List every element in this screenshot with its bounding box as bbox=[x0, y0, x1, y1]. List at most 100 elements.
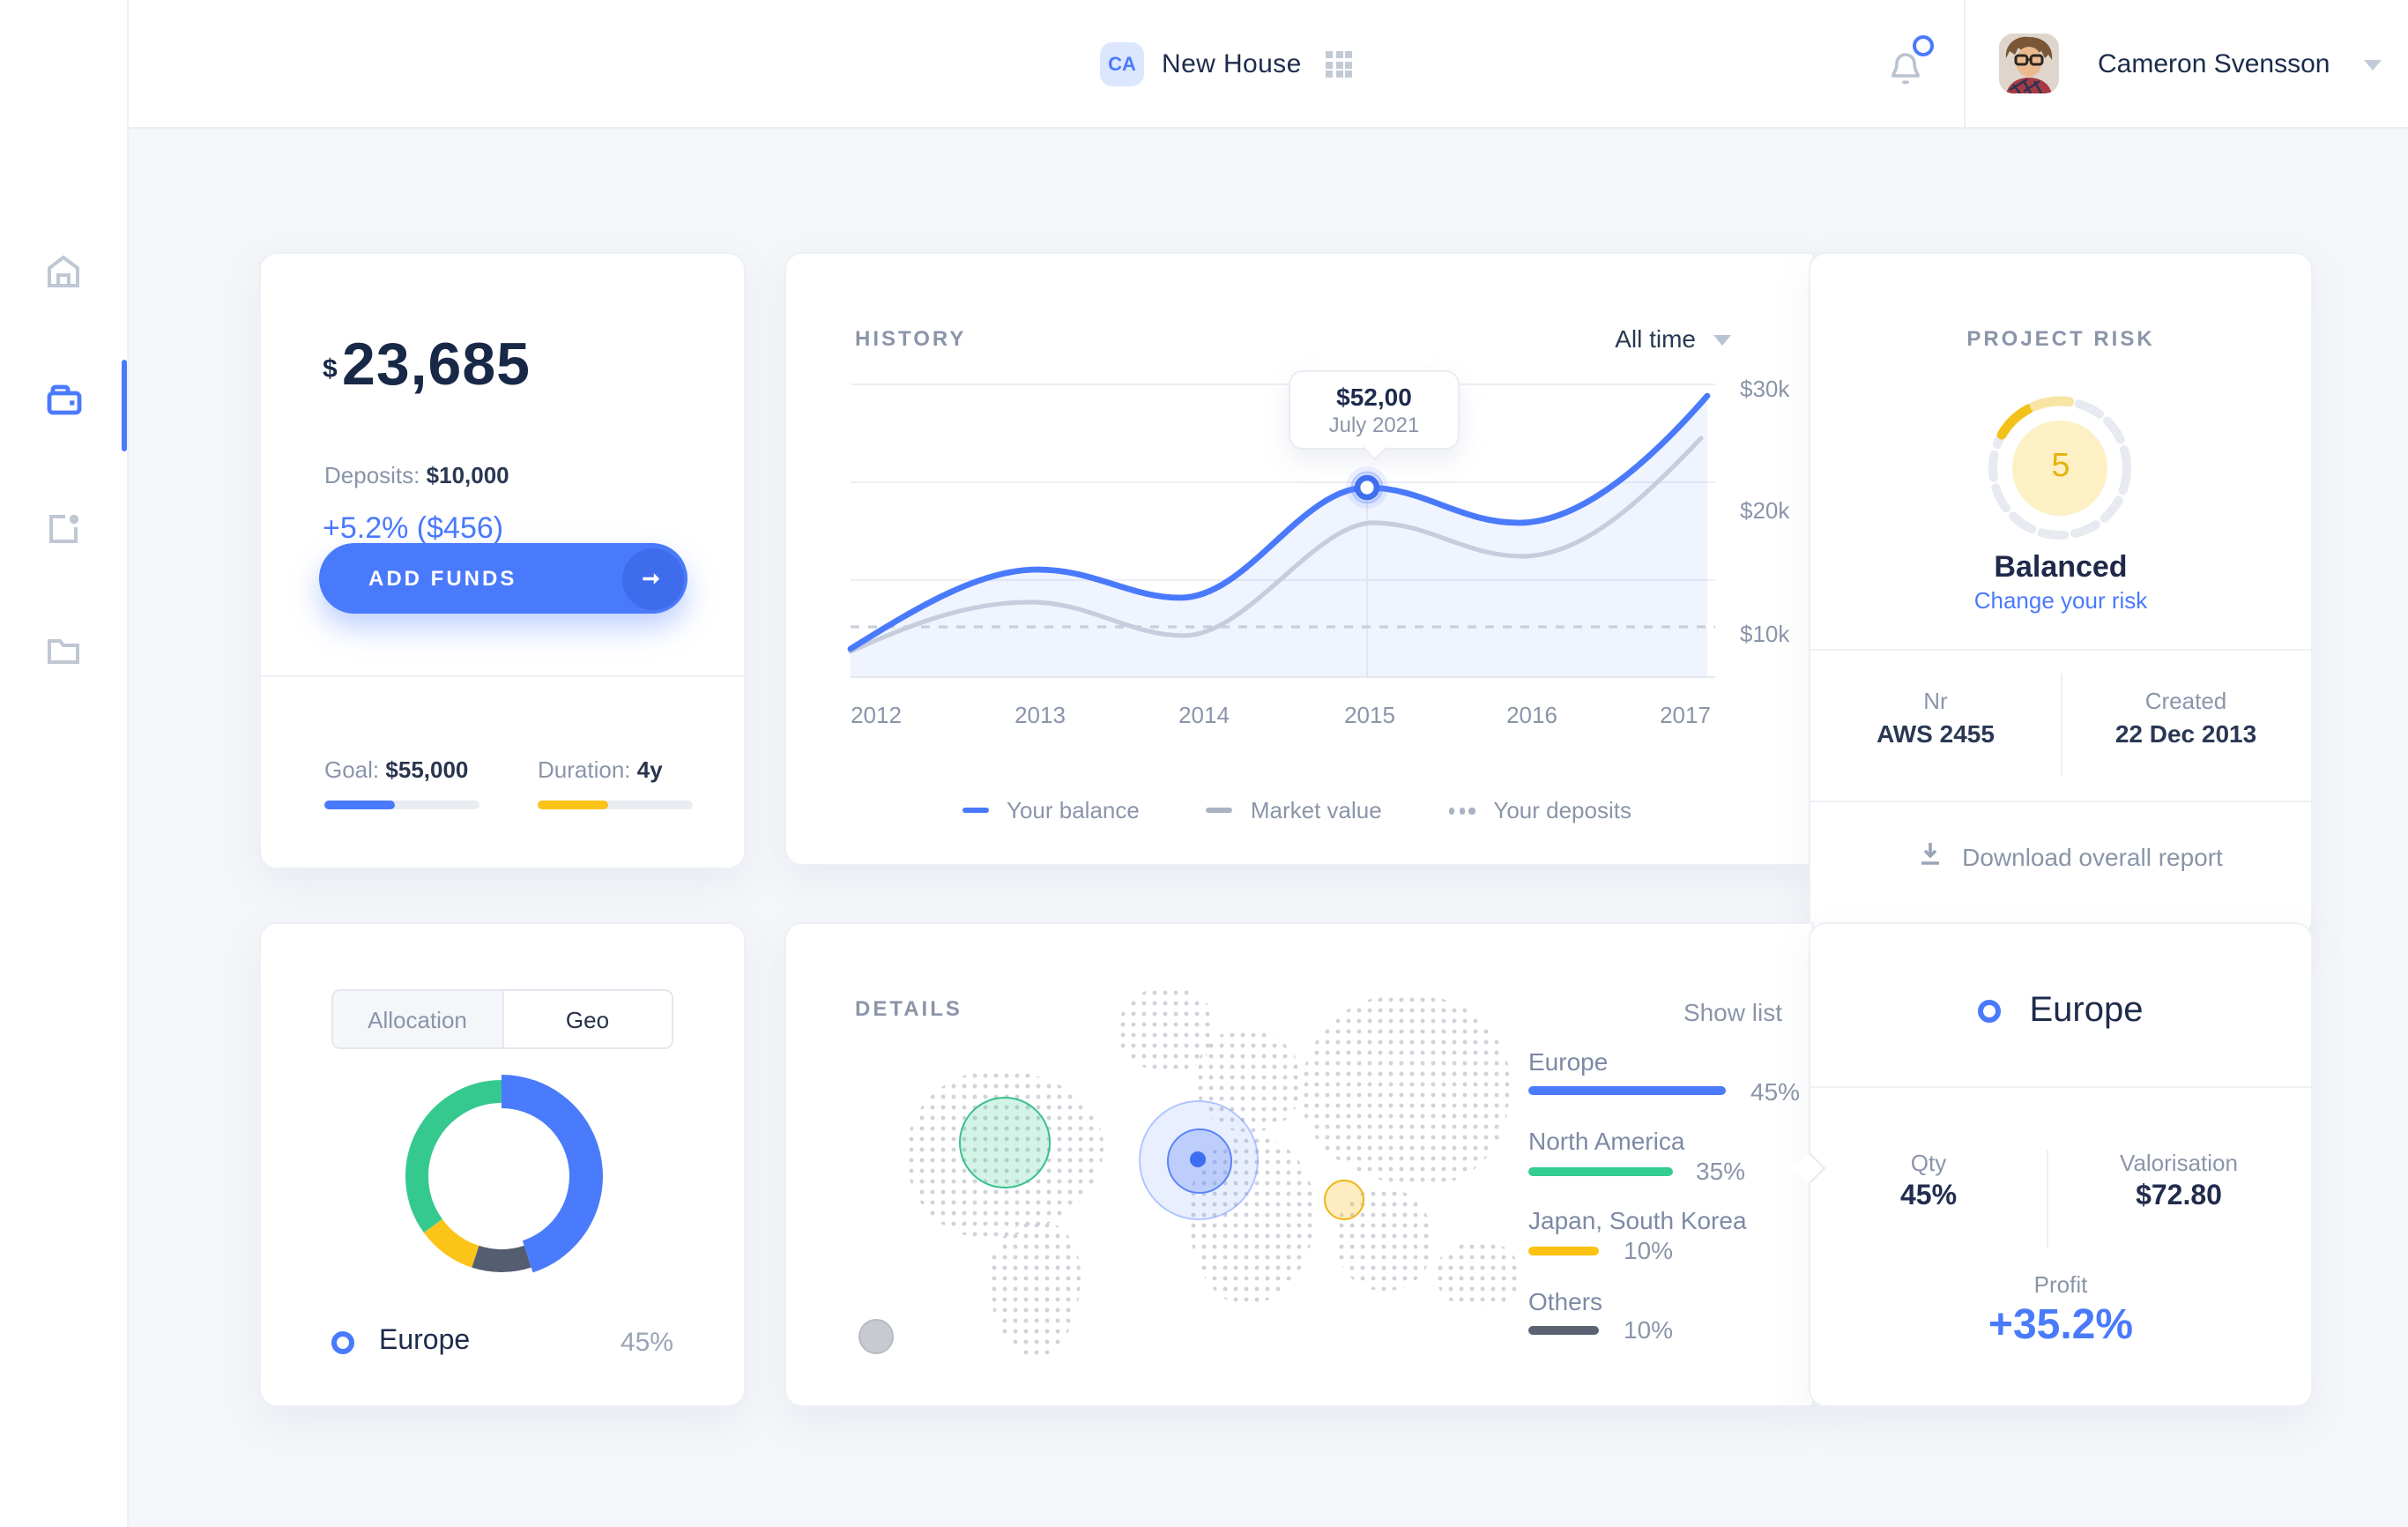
add-funds-button[interactable]: ADD FUNDS ➞ bbox=[319, 543, 687, 614]
change-risk-link[interactable]: Change your risk bbox=[1973, 587, 2148, 614]
geo-item-value: 45% bbox=[1750, 1077, 1801, 1106]
risk-title: PROJECT RISK bbox=[1966, 326, 2155, 351]
duration-value: 4y bbox=[636, 756, 663, 783]
sidebar-item-home[interactable] bbox=[0, 229, 127, 321]
geo-item-value: 10% bbox=[1624, 1236, 1674, 1264]
bubble-japan[interactable] bbox=[1324, 1180, 1364, 1220]
card-divider bbox=[2061, 674, 2062, 776]
balance-change: +5.2% ($456) bbox=[323, 511, 504, 545]
market-value-line-series bbox=[848, 436, 1704, 654]
chevron-down-icon[interactable] bbox=[2364, 60, 2382, 71]
qty-label: Qty bbox=[1910, 1150, 1947, 1176]
time-range-select[interactable]: All time bbox=[1615, 324, 1696, 353]
legend-swatch bbox=[1206, 808, 1233, 813]
risk-level: Balanced bbox=[1994, 550, 2128, 584]
x-axis-label: 2014 bbox=[1178, 702, 1230, 728]
donut-segment-europe bbox=[501, 1075, 603, 1273]
sidebar-item-reports[interactable] bbox=[0, 487, 127, 578]
europe-header: Europe bbox=[1810, 991, 2311, 1032]
qty-value: 45% bbox=[1899, 1181, 1958, 1211]
tab-geo[interactable]: Geo bbox=[503, 991, 672, 1047]
card-divider bbox=[1810, 649, 2311, 651]
download-icon bbox=[1916, 839, 1944, 873]
download-report-button[interactable]: Download overall report bbox=[1810, 839, 2311, 873]
legend-swatch bbox=[1448, 807, 1480, 814]
tooltip-value: $52,00 bbox=[1336, 383, 1412, 411]
geo-item-label: Others bbox=[1528, 1287, 1603, 1315]
donut-segment-north-america bbox=[405, 1080, 502, 1233]
bubble-north-america[interactable] bbox=[959, 1097, 1051, 1188]
legend-your-deposits: Your deposits bbox=[1448, 797, 1631, 823]
project-badge: CA bbox=[1100, 42, 1144, 86]
history-card: HISTORY All time $30k $20k $10k 2012 201… bbox=[784, 252, 1814, 866]
x-axis-label: 2016 bbox=[1506, 702, 1557, 728]
nr-label: Nr bbox=[1923, 688, 1948, 714]
sidebar-item-portfolio[interactable] bbox=[0, 358, 127, 450]
user-menu[interactable]: Cameron Svensson bbox=[2098, 48, 2330, 78]
x-axis-label: 2013 bbox=[1014, 702, 1066, 728]
geo-bar-europe bbox=[1528, 1086, 1726, 1094]
y-axis-label: $30k bbox=[1740, 376, 1790, 402]
goal-line: Goal: $55,000 bbox=[324, 756, 469, 783]
document-notification-icon bbox=[42, 507, 85, 558]
chevron-down-icon[interactable] bbox=[1713, 335, 1731, 346]
project-switcher[interactable]: CA New House bbox=[1100, 42, 1353, 86]
card-divider bbox=[1810, 801, 2311, 802]
valorisation-label: Valorisation bbox=[2120, 1150, 2238, 1176]
y-axis-label: $20k bbox=[1740, 497, 1790, 524]
geo-bar-japan bbox=[1528, 1247, 1599, 1255]
avatar[interactable] bbox=[1999, 34, 2059, 93]
notification-badge bbox=[1913, 35, 1934, 56]
folder-icon bbox=[44, 632, 83, 676]
tab-allocation[interactable]: Allocation bbox=[333, 991, 503, 1047]
donut-segment-japan bbox=[423, 1218, 479, 1268]
sidebar-active-indicator bbox=[122, 360, 127, 451]
x-axis-label: 2017 bbox=[1660, 702, 1711, 728]
duration-progress bbox=[538, 801, 693, 809]
chart-tooltip: $52,00 July 2021 bbox=[1289, 370, 1460, 450]
goal-progress bbox=[324, 801, 479, 809]
bubble-others[interactable] bbox=[858, 1319, 894, 1354]
created-label: Created bbox=[2144, 688, 2227, 714]
apps-grid-icon[interactable] bbox=[1326, 51, 1353, 78]
wallet-icon bbox=[43, 380, 84, 428]
currency-symbol: $ bbox=[323, 354, 338, 384]
your-balance-line-series bbox=[847, 392, 1711, 652]
chart-legend: Your balance Market value Your deposits bbox=[962, 797, 1631, 823]
duration-line: Duration: 4y bbox=[538, 756, 663, 783]
balance-amount: 23,685 bbox=[342, 331, 531, 399]
notifications-button[interactable] bbox=[1886, 35, 1934, 95]
y-axis-label: $10k bbox=[1740, 621, 1790, 647]
bell-icon bbox=[1886, 53, 1925, 95]
legend-market-value: Market value bbox=[1206, 797, 1382, 823]
ring-bullet-icon bbox=[1978, 1000, 2002, 1023]
card-divider bbox=[261, 675, 744, 677]
x-axis-label: 2012 bbox=[851, 702, 902, 728]
legend-your-balance: Your balance bbox=[962, 797, 1140, 823]
legend-value: 45% bbox=[620, 1327, 673, 1357]
allocation-card: Allocation Geo Europe 45% bbox=[259, 922, 746, 1407]
show-list-link[interactable]: Show list bbox=[1683, 998, 1782, 1026]
deposits-line: Deposits: $10,000 bbox=[324, 462, 509, 488]
tooltip-date: July 2021 bbox=[1328, 413, 1420, 437]
legend-label: Europe bbox=[379, 1326, 471, 1356]
ring-bullet-icon bbox=[331, 1330, 354, 1353]
sidebar-item-files[interactable] bbox=[0, 608, 127, 700]
legend-swatch bbox=[962, 808, 989, 813]
geo-item-value: 10% bbox=[1624, 1315, 1674, 1344]
europe-title: Europe bbox=[2029, 991, 2144, 1030]
topbar-divider bbox=[1964, 0, 1966, 127]
donut-legend-row: Europe 45% bbox=[331, 1326, 673, 1358]
project-risk-card: PROJECT RISK 5 Balanced Change your risk… bbox=[1809, 252, 2313, 938]
profit-value: +35.2% bbox=[1988, 1301, 2134, 1349]
europe-detail-card: Europe Qty 45% Valorisation $72.80 Profi… bbox=[1809, 922, 2313, 1407]
geo-bar-north-america bbox=[1528, 1167, 1673, 1175]
valorisation-value: $72.80 bbox=[2136, 1181, 2222, 1211]
geo-item-label: North America bbox=[1528, 1127, 1685, 1155]
history-chart bbox=[847, 384, 1715, 678]
project-name: New House bbox=[1162, 49, 1302, 79]
details-card: DETAILS Show list Europe 45% North Ameri… bbox=[784, 922, 1814, 1407]
data-point-marker bbox=[1354, 474, 1380, 501]
details-title: DETAILS bbox=[855, 996, 962, 1021]
